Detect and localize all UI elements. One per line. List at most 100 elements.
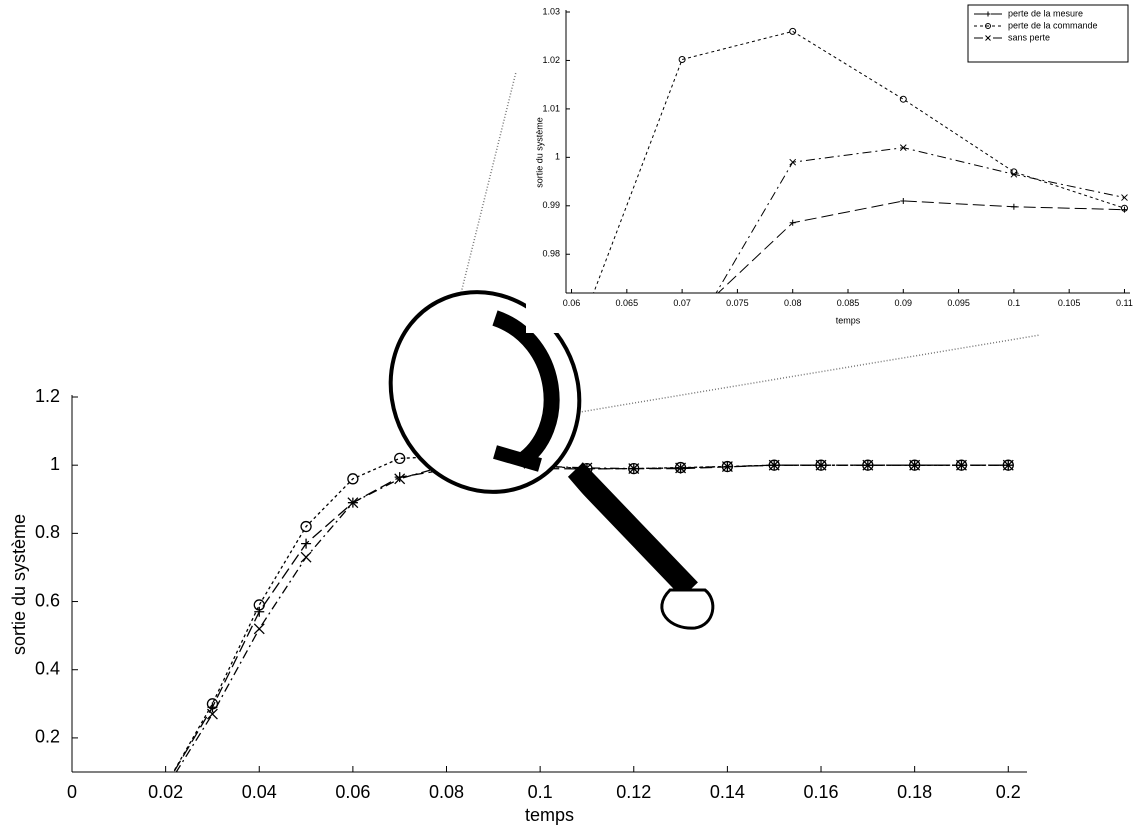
point-marker — [1010, 203, 1017, 210]
x-tick-label: 0.06 — [563, 298, 581, 308]
y-tick-label: 0.4 — [35, 658, 60, 678]
point-marker — [678, 56, 686, 63]
point-marker — [899, 95, 907, 103]
legend-marker — [985, 23, 992, 29]
point-marker — [815, 459, 827, 471]
point-marker — [768, 459, 780, 471]
point-marker — [254, 606, 265, 617]
point-marker — [1010, 170, 1018, 178]
point-marker — [956, 459, 967, 471]
y-tick-label: 0.8 — [35, 522, 60, 542]
series-line — [593, 30, 1125, 293]
x-tick-label: 0.08 — [784, 298, 802, 308]
point-marker — [900, 197, 907, 204]
series-line — [717, 200, 1125, 293]
magnifier-handle-highlight — [562, 476, 673, 602]
x-tick-label: 0.18 — [897, 782, 932, 802]
x-axis-label: temps — [525, 805, 574, 825]
point-marker — [253, 623, 265, 635]
point-marker — [862, 459, 874, 471]
point-marker — [301, 538, 312, 549]
magnifier-handle — [567, 462, 698, 598]
point-marker — [789, 219, 796, 226]
legend-marker — [985, 35, 991, 41]
x-tick-label: 0.02 — [148, 782, 183, 802]
legend-label: sans perte — [1008, 32, 1050, 42]
point-marker — [1120, 204, 1128, 212]
series-layer — [569, 27, 1128, 693]
point-marker — [253, 599, 265, 611]
x-tick-label: 0.06 — [335, 782, 370, 802]
magnifier-glint — [492, 310, 560, 469]
series-line — [173, 464, 1009, 772]
y-tick-label: 0.99 — [542, 200, 560, 210]
x-tick-label: 0.09 — [895, 298, 913, 308]
x-tick-label: 0.105 — [1058, 298, 1081, 308]
point-marker — [206, 708, 218, 720]
point-marker — [675, 462, 687, 474]
x-tick-label: 0.1 — [528, 782, 553, 802]
point-marker — [909, 459, 921, 471]
point-marker — [1121, 194, 1128, 201]
x-tick-label: 0.04 — [242, 782, 277, 802]
point-marker — [394, 472, 405, 483]
point-marker — [768, 459, 780, 471]
point-marker — [300, 551, 312, 563]
point-marker — [679, 348, 685, 354]
y-axis-label: sortie du système — [9, 514, 29, 655]
y-tick-label: 0.2 — [35, 727, 60, 747]
magnifier-icon — [388, 290, 715, 630]
x-tick-label: 0.08 — [429, 782, 464, 802]
y-tick-label: 1.03 — [542, 6, 560, 16]
y-tick-label: 1.01 — [542, 103, 560, 113]
point-marker — [394, 473, 406, 485]
point-marker — [1002, 459, 1014, 471]
x-tick-label: 0.095 — [947, 298, 970, 308]
legend-marker — [985, 11, 991, 17]
point-marker — [347, 497, 359, 509]
point-marker — [628, 463, 640, 475]
point-marker — [862, 459, 874, 471]
legend: perte de la mesure perte de la commande sa… — [967, 4, 1129, 63]
y-tick-label: 0.6 — [35, 590, 60, 610]
x-tick-label: 0.07 — [673, 298, 691, 308]
legend-label: perte de la commande — [1008, 20, 1098, 30]
point-marker — [569, 687, 575, 693]
zoom-lines — [424, 71, 1041, 439]
y-tick-label: 1 — [555, 152, 560, 162]
series-line — [175, 463, 1009, 772]
point-marker — [789, 27, 797, 35]
x-tick-label: 0 — [67, 782, 77, 802]
point-marker — [628, 463, 640, 475]
legend-label: perte de la mesure — [1008, 8, 1083, 18]
magnifier-end — [660, 588, 715, 630]
x-tick-label: 0.11 — [1116, 298, 1133, 308]
x-tick-label: 0.12 — [616, 782, 651, 802]
y-axis-label: sortie du système — [534, 117, 544, 188]
plot: 0.06 0.065 0.07 0.075 0.08 0.085 0.09 0.095 0.1 0… — [526, 0, 1135, 693]
point-marker — [721, 461, 733, 473]
point-marker — [347, 473, 359, 485]
x-axis-label: temps — [836, 315, 861, 325]
x-tick-label: 0.075 — [726, 298, 749, 308]
x-tick-label: 0.14 — [710, 782, 745, 802]
series-line — [715, 147, 1125, 293]
point-marker — [899, 144, 907, 152]
y-tick-label: 1.02 — [542, 55, 560, 65]
x-tick-label: 0.085 — [837, 298, 860, 308]
x-tick-label: 0.1 — [1008, 298, 1021, 308]
y-tick-label: 1 — [50, 454, 60, 474]
x-tick-label: 0.065 — [616, 298, 639, 308]
point-marker — [569, 687, 575, 693]
point-marker — [300, 520, 312, 533]
point-marker — [1002, 459, 1014, 471]
x-tick-label: 0.16 — [803, 782, 838, 802]
x-tick-label: 0.2 — [996, 782, 1021, 802]
y-tick-label: 0.98 — [542, 249, 560, 259]
point-marker — [789, 158, 797, 166]
y-tick-label: 1.2 — [35, 386, 60, 406]
point-marker — [394, 452, 406, 464]
zoom-line — [424, 334, 1041, 439]
